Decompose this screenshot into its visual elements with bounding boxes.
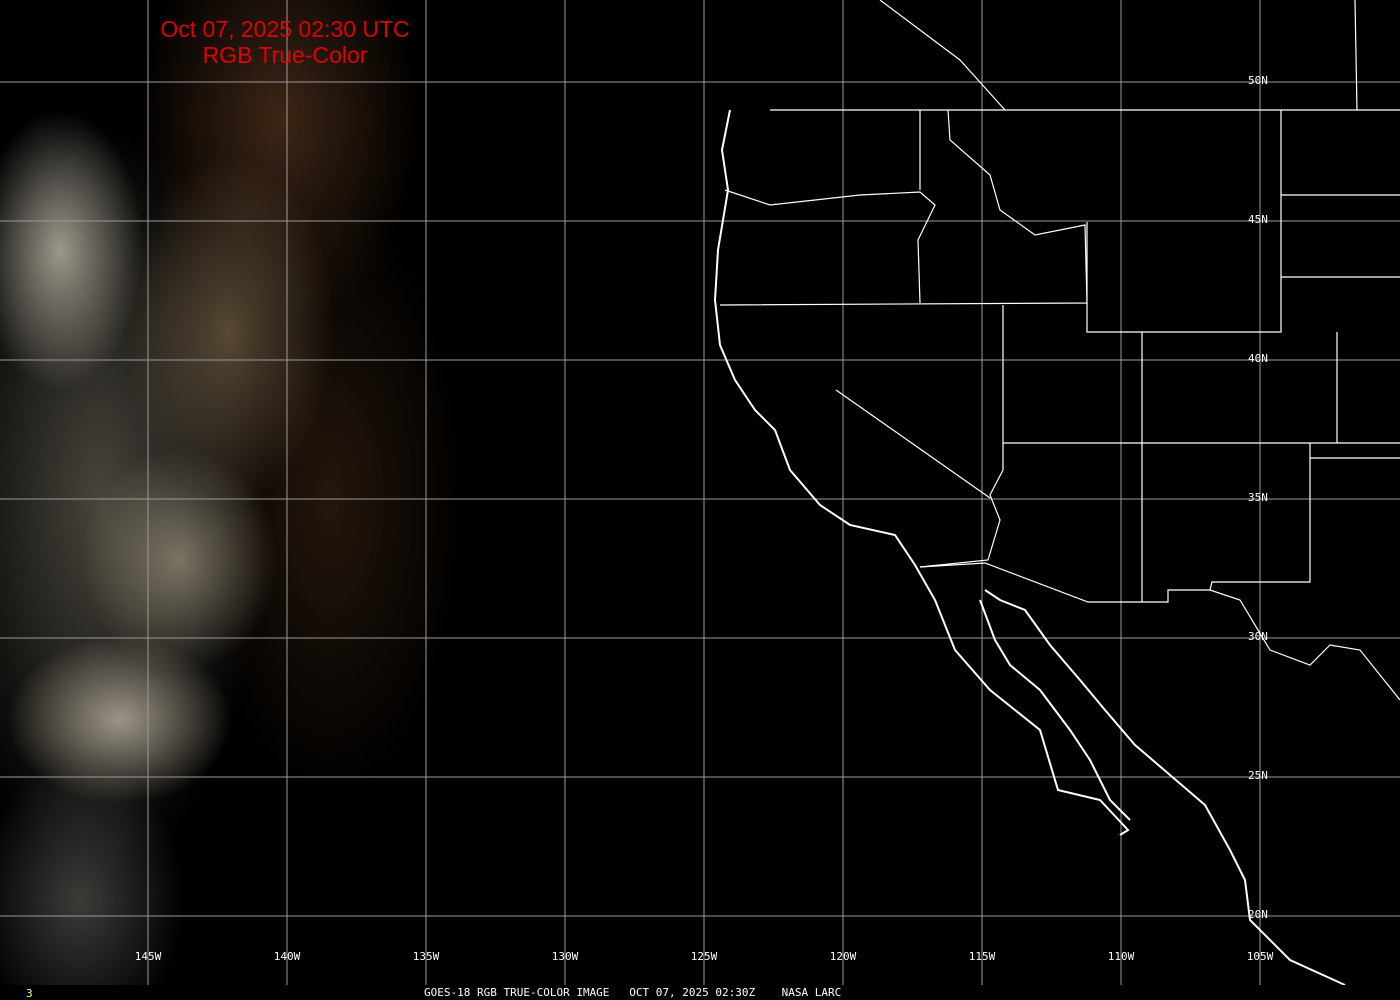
longitude-label: 110W — [1107, 950, 1135, 963]
longitude-label: 140W — [273, 950, 301, 963]
longitude-label: 130W — [551, 950, 579, 963]
latitude-label: 40N — [1248, 352, 1268, 365]
state-borders — [719, 0, 1400, 701]
latitude-label: 25N — [1248, 769, 1268, 782]
coastline — [713, 109, 1346, 986]
longitude-label: 115W — [968, 950, 996, 963]
title-datetime: Oct 07, 2025 02:30 UTC — [160, 16, 410, 42]
image-caption: GOES-18 RGB TRUE-COLOR IMAGE OCT 07, 202… — [424, 986, 842, 999]
latitude-label: 30N — [1248, 630, 1268, 643]
footer-bar: 3 GOES-18 RGB TRUE-COLOR IMAGE OCT 07, 2… — [0, 985, 1400, 1000]
latitude-label: 35N — [1248, 491, 1268, 504]
frame-number: 3 — [26, 987, 33, 1000]
cloud-imagery — [0, 0, 470, 985]
longitude-label: 120W — [829, 950, 857, 963]
longitude-label: 145W — [134, 950, 162, 963]
longitude-label: 125W — [690, 950, 718, 963]
latitude-label: 50N — [1248, 74, 1268, 87]
latitude-label: 45N — [1248, 213, 1268, 226]
longitude-label: 105W — [1246, 950, 1274, 963]
longitude-label: 135W — [412, 950, 440, 963]
title-product: RGB True-Color — [202, 42, 368, 68]
latitude-label: 20N — [1248, 908, 1268, 921]
